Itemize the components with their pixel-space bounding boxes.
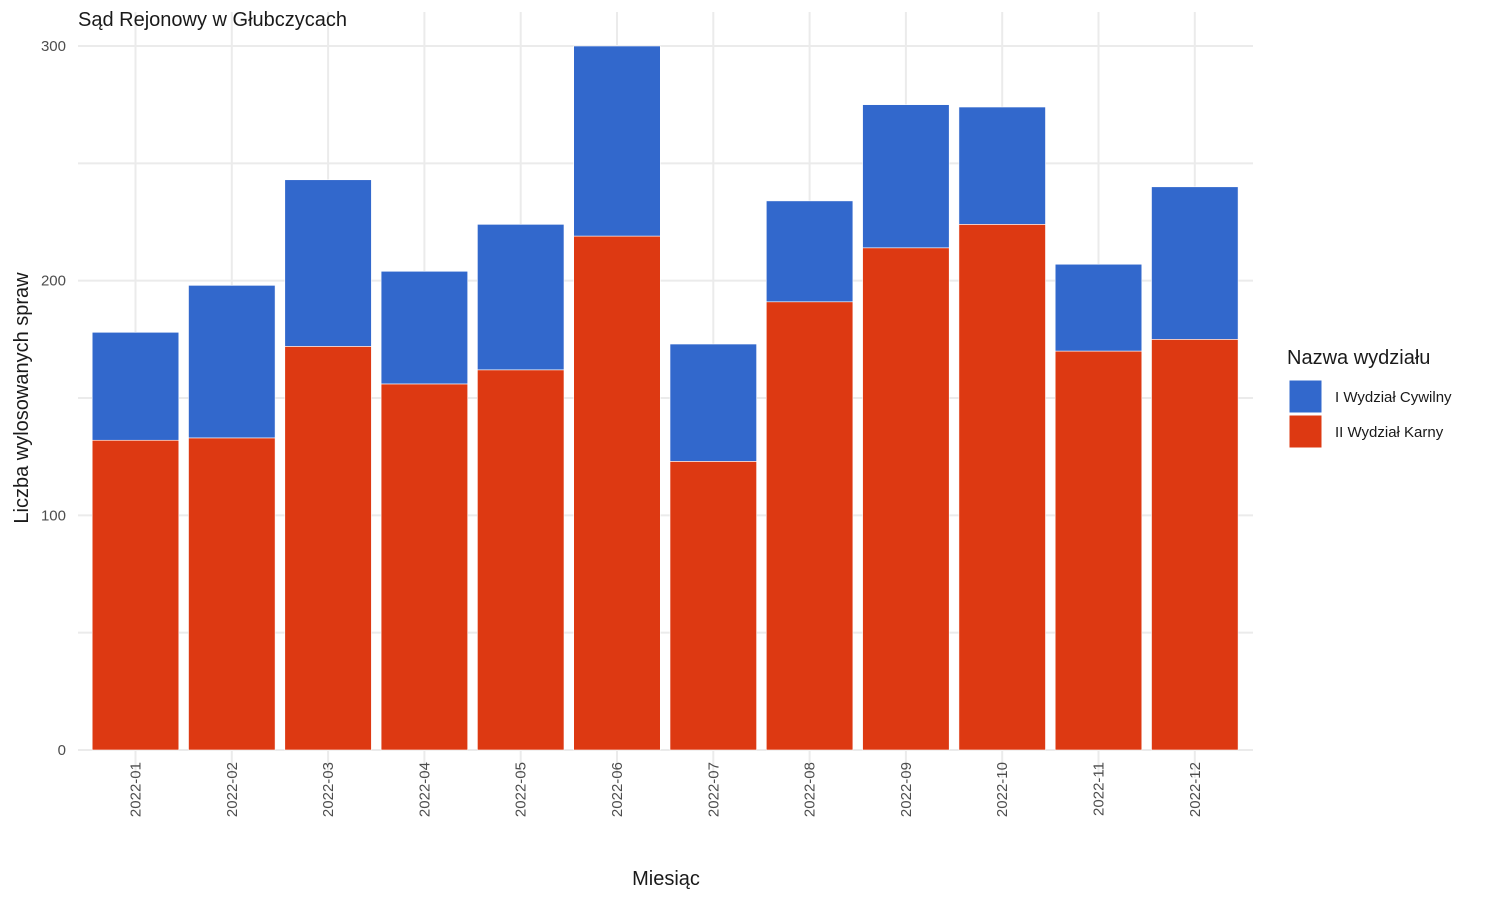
- bar-2022-04-series-1: [380, 383, 469, 751]
- bar-2022-06-series-1: [573, 235, 661, 751]
- bar-2022-04-series-2: [380, 270, 469, 385]
- x-tick-label: 2022-04: [416, 762, 433, 817]
- x-axis-ticks: 2022-01 2022-02 2022-03 2022-04 2022-05 2022-…: [128, 762, 1204, 817]
- y-tick-label: 300: [41, 38, 66, 55]
- bar-2022-01-series-1: [91, 439, 180, 751]
- chart-title: Sąd Rejonowy w Głubczycach: [78, 9, 347, 31]
- bar-2022-01-series-2: [91, 331, 180, 441]
- bar-2022-02-series-2: [188, 285, 276, 439]
- x-tick-label: 2022-03: [320, 762, 337, 817]
- bar-2022-12-series-1: [1151, 339, 1239, 751]
- y-tick-label: 100: [41, 507, 66, 524]
- bar-2022-10-series-1: [958, 224, 1046, 751]
- y-axis-ticks: 0 100 200 300: [41, 38, 66, 759]
- bar-2022-09-series-1: [862, 247, 950, 751]
- bar-2022-08-series-2: [765, 200, 854, 303]
- bar-2022-02-series-1: [188, 437, 276, 751]
- x-tick-label: 2022-07: [705, 762, 722, 817]
- y-axis-title: Liczba wylosowanych spraw: [11, 272, 33, 524]
- y-tick-label: 0: [58, 742, 66, 759]
- bar-2022-07-series-1: [669, 461, 757, 751]
- legend-label: I Wydział Cywilny: [1335, 389, 1452, 406]
- bar-2022-12-series-2: [1151, 186, 1239, 340]
- x-tick-label: 2022-08: [802, 762, 819, 817]
- legend-title: Nazwa wydziału: [1287, 347, 1430, 369]
- bar-2022-10-series-2: [958, 106, 1046, 225]
- legend-label: II Wydział Karny: [1335, 424, 1444, 441]
- x-tick-label: 2022-09: [898, 762, 915, 817]
- legend-swatch: [1288, 414, 1323, 449]
- bar-2022-05-series-1: [477, 369, 565, 751]
- x-tick-label: 2022-02: [224, 762, 241, 817]
- x-tick-label: 2022-01: [128, 762, 145, 817]
- bar-2022-07-series-2: [669, 343, 757, 462]
- x-tick-label: 2022-12: [1187, 762, 1204, 817]
- bar-2022-11-series-1: [1054, 350, 1143, 751]
- bar-2022-05-series-2: [477, 224, 565, 371]
- legend: Nazwa wydziału I Wydział Cywilny II Wydzi…: [1287, 347, 1452, 449]
- y-tick-label: 200: [41, 273, 66, 290]
- x-tick-label: 2022-11: [1091, 762, 1108, 816]
- bar-2022-06-series-2: [573, 45, 661, 237]
- legend-swatch: [1288, 379, 1323, 414]
- bar-2022-09-series-2: [862, 104, 950, 249]
- bar-2022-11-series-2: [1054, 263, 1143, 352]
- x-tick-label: 2022-10: [994, 762, 1011, 817]
- x-tick-label: 2022-06: [609, 762, 626, 817]
- bar-2022-08-series-1: [765, 301, 854, 751]
- bar-2022-03-series-1: [284, 346, 372, 751]
- bars: [91, 45, 1239, 751]
- bar-2022-03-series-2: [284, 179, 372, 347]
- x-axis-title: Miesiąc: [632, 868, 700, 890]
- x-tick-label: 2022-05: [513, 762, 530, 817]
